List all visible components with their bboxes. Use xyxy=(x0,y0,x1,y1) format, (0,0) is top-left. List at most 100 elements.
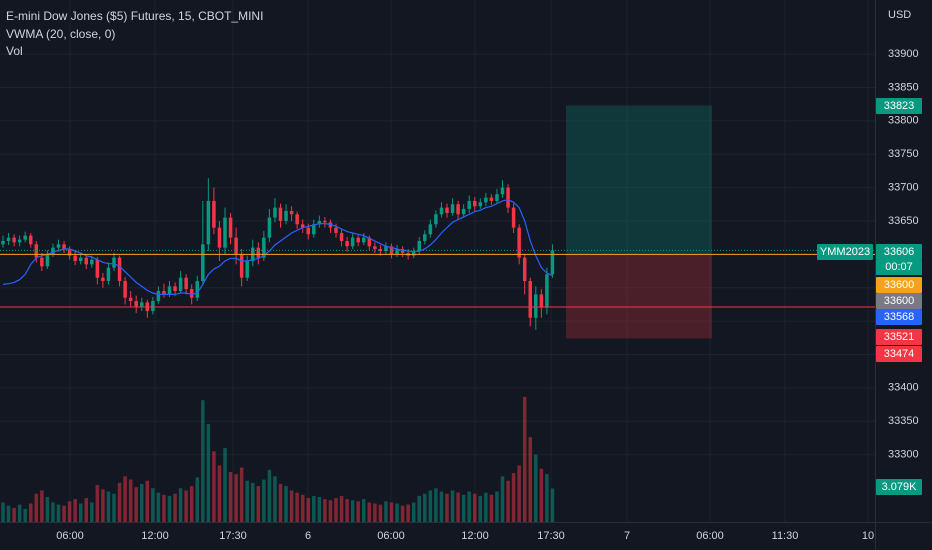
price-badge xyxy=(876,277,922,293)
volume-bar xyxy=(362,499,366,522)
volume-bar xyxy=(228,471,233,522)
candle-body xyxy=(201,244,205,282)
volume-bar xyxy=(545,474,549,522)
volume-bar xyxy=(206,424,211,522)
candle-body xyxy=(428,224,433,235)
candle-body xyxy=(467,200,471,209)
volume-bar xyxy=(73,499,77,522)
candle-body xyxy=(489,197,494,201)
candle-body xyxy=(128,297,133,302)
candle-body xyxy=(395,248,399,255)
symbol-badge xyxy=(817,244,873,260)
volume-bar xyxy=(239,467,244,522)
x-tick-label: 10 xyxy=(862,530,874,542)
x-tick-label: 17:30 xyxy=(219,530,247,542)
volume-bar xyxy=(478,495,483,522)
volume-bar xyxy=(101,489,105,522)
volume-bar xyxy=(95,485,100,522)
volume-bar xyxy=(306,498,310,522)
candle-body xyxy=(317,220,322,225)
price-badge-label: 33521 xyxy=(884,331,915,343)
candle-body xyxy=(461,208,466,215)
x-tick-label: 06:00 xyxy=(696,530,724,542)
countdown-label: 00:07 xyxy=(885,261,913,273)
volume-bar xyxy=(1,502,5,522)
volume-bar xyxy=(6,505,11,522)
candle-body xyxy=(434,214,438,225)
candle-body xyxy=(117,257,122,282)
volume-bar xyxy=(189,486,194,522)
candle-body xyxy=(84,257,88,265)
vwma-line xyxy=(2,198,553,296)
volume-bar xyxy=(312,495,316,522)
volume-bar xyxy=(51,502,55,522)
y-tick-label: 33900 xyxy=(888,48,919,60)
candle-body xyxy=(545,274,549,308)
volume-bar xyxy=(345,499,349,522)
volume-bar xyxy=(151,488,155,522)
volume-bar xyxy=(123,476,127,522)
volume-bar xyxy=(484,492,488,522)
volume-bar xyxy=(473,493,477,522)
candle-body xyxy=(384,246,388,251)
volume-bar xyxy=(495,491,499,522)
volume-bar xyxy=(34,493,39,522)
candle-body xyxy=(417,240,421,251)
volume-bar xyxy=(90,502,94,522)
price-badge xyxy=(876,309,922,325)
volume-bar xyxy=(528,437,532,522)
volume-bar xyxy=(12,507,16,522)
candle-body xyxy=(217,227,222,248)
candle-body xyxy=(411,250,416,256)
volume-bar xyxy=(323,499,327,522)
volume-bar xyxy=(506,480,510,522)
candle-body xyxy=(350,237,355,247)
volume-bar xyxy=(106,491,111,522)
candle-body xyxy=(267,217,272,238)
volume-bar xyxy=(406,504,410,522)
x-tick-label: 12:00 xyxy=(461,530,489,542)
volume-bar xyxy=(339,495,344,522)
candle-body xyxy=(450,204,455,213)
candle-body xyxy=(178,277,183,292)
candle-body xyxy=(362,237,366,243)
volume-bar xyxy=(350,500,355,522)
position-stop-zone xyxy=(566,254,712,339)
candle-body xyxy=(45,254,50,267)
candle-body xyxy=(300,224,305,228)
candle-body xyxy=(289,210,294,215)
candle-body xyxy=(73,255,77,261)
candle-body xyxy=(223,217,227,248)
candle-body xyxy=(95,259,100,278)
volume-bar xyxy=(434,488,438,522)
candle-body xyxy=(312,224,316,235)
candle-body xyxy=(228,217,233,238)
price-badge xyxy=(876,329,922,345)
price-badge-label: 33474 xyxy=(884,348,915,360)
countdown-badge xyxy=(876,260,922,275)
volume-bar xyxy=(62,505,66,522)
x-tick-label: 06:00 xyxy=(56,530,84,542)
price-badges: 33823 33606 33600 33600 33568 33521 33474 3.079… xyxy=(817,98,922,495)
x-tick-label: 17:30 xyxy=(537,530,565,542)
chart-title: E-mini Dow Jones ($5) Futures, 15, CBOT_… xyxy=(6,9,263,23)
volume-bar xyxy=(334,498,338,522)
volume-bar xyxy=(67,501,72,522)
candle-body xyxy=(134,301,138,307)
candle-body xyxy=(256,247,261,258)
currency-label: USD xyxy=(888,9,911,21)
candle-body xyxy=(173,286,177,292)
volume-bar xyxy=(450,490,455,522)
candle-body xyxy=(495,194,499,201)
volume-bar xyxy=(178,488,183,522)
candle-body xyxy=(539,294,544,308)
candle-body xyxy=(167,286,172,295)
price-badge-label: 33600 xyxy=(884,295,915,307)
candle-body xyxy=(356,237,360,243)
volume-bar xyxy=(278,483,283,522)
volume-bar xyxy=(395,503,399,522)
indicator-label: VWMA (20, close, 0) xyxy=(6,27,115,41)
candle-body xyxy=(239,254,244,278)
candle-body xyxy=(345,240,349,247)
volume-bar xyxy=(201,400,205,522)
